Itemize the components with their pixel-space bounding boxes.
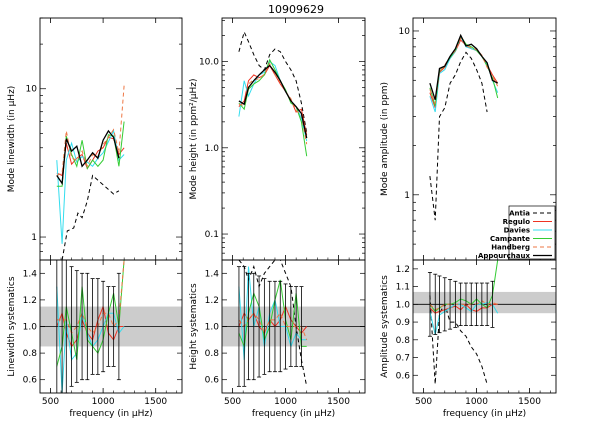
legend-box xyxy=(508,205,556,260)
bottom-panel-3-ytick-label: 1.0 xyxy=(396,300,411,310)
bottom-panel-3-series-handberg xyxy=(429,300,498,311)
top-panel-1-series-appourchaux xyxy=(56,129,120,186)
legend-label-davies: Davies xyxy=(504,227,530,235)
chart-title: 10909629 xyxy=(268,3,324,16)
bottom-panel-3-xtick-label: 1500 xyxy=(518,397,541,407)
bottom-panel-2-ytick-label: 0.8 xyxy=(205,349,220,359)
top-panel-1-series-handberg xyxy=(56,85,125,176)
top-panel-1-series-antia xyxy=(61,174,120,261)
bottom-panel-2-xtick-label: 500 xyxy=(224,397,241,407)
top-panel-2-frame xyxy=(221,17,366,261)
bottom-panel-2-series-campante xyxy=(238,279,307,349)
bottom-panel-3-xlabel: frequency (in μHz) xyxy=(443,409,526,419)
top-panel-2-ytick-label: 1.0 xyxy=(205,144,220,154)
bottom-panel-3-series-antia xyxy=(429,295,488,385)
bottom-panel-3-xtick-label: 500 xyxy=(415,397,432,407)
bottom-panel-1-ytick-label: 0.6 xyxy=(23,376,38,386)
bottom-panel-1-xtick-label: 1500 xyxy=(144,397,167,407)
bottom-panel-2-ytick-label: 1.2 xyxy=(205,296,219,306)
bottom-panel-3-ytick-label: 1.2 xyxy=(396,265,410,275)
bottom-panel-1-xtick-label: 1000 xyxy=(92,397,115,407)
legend-label-campante: Campante xyxy=(490,235,530,243)
legend-label-antia: Antia xyxy=(509,210,530,218)
top-panel-3-ytick-label: 10 xyxy=(399,27,411,37)
bottom-panel-1-series-regulo xyxy=(56,304,125,348)
bottom-panel-2-series-davies xyxy=(238,266,307,360)
bottom-panel-1-series-campante xyxy=(56,259,125,367)
bottom-panel-3-frame xyxy=(412,259,557,394)
bottom-panel-2-ytick-label: 1.0 xyxy=(205,323,220,333)
bottom-panel-2-ytick-label: 0.6 xyxy=(205,376,220,386)
bottom-panel-1-ytick-label: 0.8 xyxy=(23,349,38,359)
top-panel-2-series-regulo xyxy=(238,64,308,136)
bottom-panel-1-ytick-label: 1.2 xyxy=(23,296,37,306)
bottom-panel-1-series-handberg xyxy=(56,259,125,335)
top-panel-2-series-antia xyxy=(238,30,308,133)
top-panel-2-ytick-label: 0.1 xyxy=(205,230,219,240)
bottom-panel-1-ylabel: Linewidth systematics xyxy=(7,276,17,376)
top-panel-3-ytick-label: 1 xyxy=(404,191,410,201)
top-panel-2-series-appourchaux xyxy=(238,64,308,139)
legend-label-appourchaux: Appourchaux xyxy=(478,252,531,260)
top-panel-1-ylabel: Mode linewidth (in μHz) xyxy=(7,86,17,193)
top-panel-1-ytick-label: 10 xyxy=(26,85,38,95)
top-panel-1-ytick-label: 1 xyxy=(31,233,37,243)
bottom-panel-3-ytick-label: 0.6 xyxy=(396,371,411,381)
top-panel-3-series-davies xyxy=(429,35,499,113)
legend-label-handberg: Handberg xyxy=(491,244,530,252)
bottom-panel-2-ylabel: Height systematics xyxy=(189,283,199,370)
bottom-panel-1-ytick-label: 1.0 xyxy=(23,323,38,333)
top-panel-3-series-regulo xyxy=(429,39,499,108)
bottom-panel-2-series-handberg xyxy=(238,312,308,340)
bottom-panel-3-ytick-label: 0.9 xyxy=(396,318,411,328)
bottom-panel-2-xtick-label: 1500 xyxy=(327,397,350,407)
top-panel-3-series-campante xyxy=(429,34,499,106)
bottom-panel-3-ytick-label: 1.1 xyxy=(396,283,410,293)
bottom-panel-3-series-davies xyxy=(429,302,499,335)
bottom-panel-3-series-campante xyxy=(429,259,499,313)
top-panel-2-ytick-label: 10.0 xyxy=(199,58,219,68)
bottom-panel-3-ytick-label: 0.8 xyxy=(396,336,411,346)
bottom-panel-2-xtick-label: 1000 xyxy=(274,397,297,407)
top-panel-2-series-handberg xyxy=(238,62,308,145)
top-panel-3-ylabel: Mode amplitude (in ppm) xyxy=(380,82,390,196)
bottom-panel-1-xtick-label: 500 xyxy=(42,397,59,407)
bottom-panel-2-ytick-label: 1.4 xyxy=(205,269,220,279)
top-panel-3-series-handberg xyxy=(429,37,499,104)
bottom-panel-1-series-davies xyxy=(56,286,125,394)
bottom-panel-1-ytick-label: 1.4 xyxy=(23,269,38,279)
top-panel-3-series-appourchaux xyxy=(429,33,499,100)
top-panel-1-series-davies xyxy=(56,129,125,244)
bottom-panel-3-ytick-label: 0.7 xyxy=(396,354,410,364)
top-panel-3-series-antia xyxy=(429,51,488,221)
top-panel-2-ylabel: Mode height (in ppm²/μHz) xyxy=(189,78,199,199)
bottom-panel-3-xtick-label: 1000 xyxy=(465,397,488,407)
legend-label-regulo: Regulo xyxy=(503,218,531,226)
top-panel-2-series-davies xyxy=(238,60,308,142)
bottom-panel-3-ylabel: Amplitude systematics xyxy=(380,275,390,378)
bottom-panel-1-xlabel: frequency (in μHz) xyxy=(69,409,152,419)
bottom-panel-2-xlabel: frequency (in μHz) xyxy=(252,409,335,419)
